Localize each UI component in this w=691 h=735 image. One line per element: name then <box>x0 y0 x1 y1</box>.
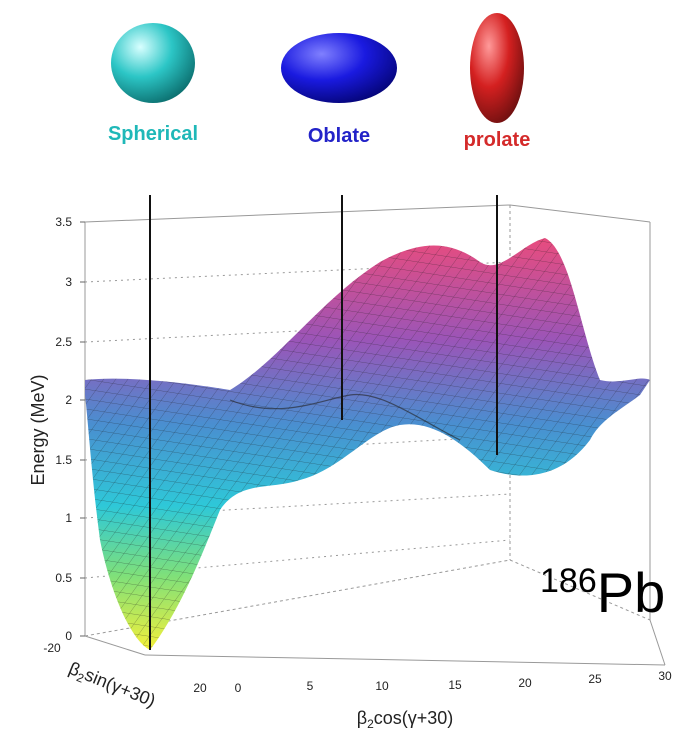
z-axis-label: Energy (MeV) <box>28 374 48 485</box>
x-tick-label: 30 <box>658 669 672 683</box>
z-tick-label: 2.5 <box>55 335 72 349</box>
y-axis-label: β2sin(γ+30) <box>65 658 159 714</box>
x-tick-label: 20 <box>518 676 532 690</box>
x-axis-label: β2cos(γ+30) <box>357 708 454 731</box>
z-tick-label: 1.5 <box>55 453 72 467</box>
shape-marker <box>149 195 498 650</box>
oblate-icon <box>281 33 397 103</box>
shape-label: Spherical <box>108 123 198 145</box>
y-tick-label: 20 <box>193 681 207 695</box>
axis-rest: cos(γ+30) <box>374 708 454 728</box>
element: Pb <box>597 561 666 624</box>
x-tick-label: 10 <box>375 679 389 693</box>
nucleus-label: 186Pb <box>540 561 665 624</box>
z-tick-label: 2 <box>65 393 72 407</box>
axis-symbol: β <box>357 708 367 728</box>
energy-surface <box>85 238 650 650</box>
z-tick-label: 1 <box>65 511 72 525</box>
sphere-icon <box>111 23 195 103</box>
x-tick-label: 25 <box>588 672 602 686</box>
y-tick-label: -20 <box>43 641 61 655</box>
z-tick-label: 0.5 <box>55 571 72 585</box>
axis-rest: sin(γ+30) <box>82 664 159 710</box>
x-tick-label: 15 <box>448 678 462 692</box>
x-tick-label: 5 <box>307 679 314 693</box>
prolate-icon <box>470 13 524 123</box>
axis-subscript: 2 <box>75 670 87 686</box>
mass-number: 186 <box>540 562 597 600</box>
z-tick-label: 0 <box>65 629 72 643</box>
z-tick-label: 3.5 <box>55 215 72 229</box>
z-tick-label: 3 <box>65 275 72 289</box>
shape-label: Oblate <box>308 125 370 147</box>
shape-label: prolate <box>464 129 531 151</box>
axis-subscript: 2 <box>367 717 374 731</box>
x-tick-label: 0 <box>235 681 242 695</box>
